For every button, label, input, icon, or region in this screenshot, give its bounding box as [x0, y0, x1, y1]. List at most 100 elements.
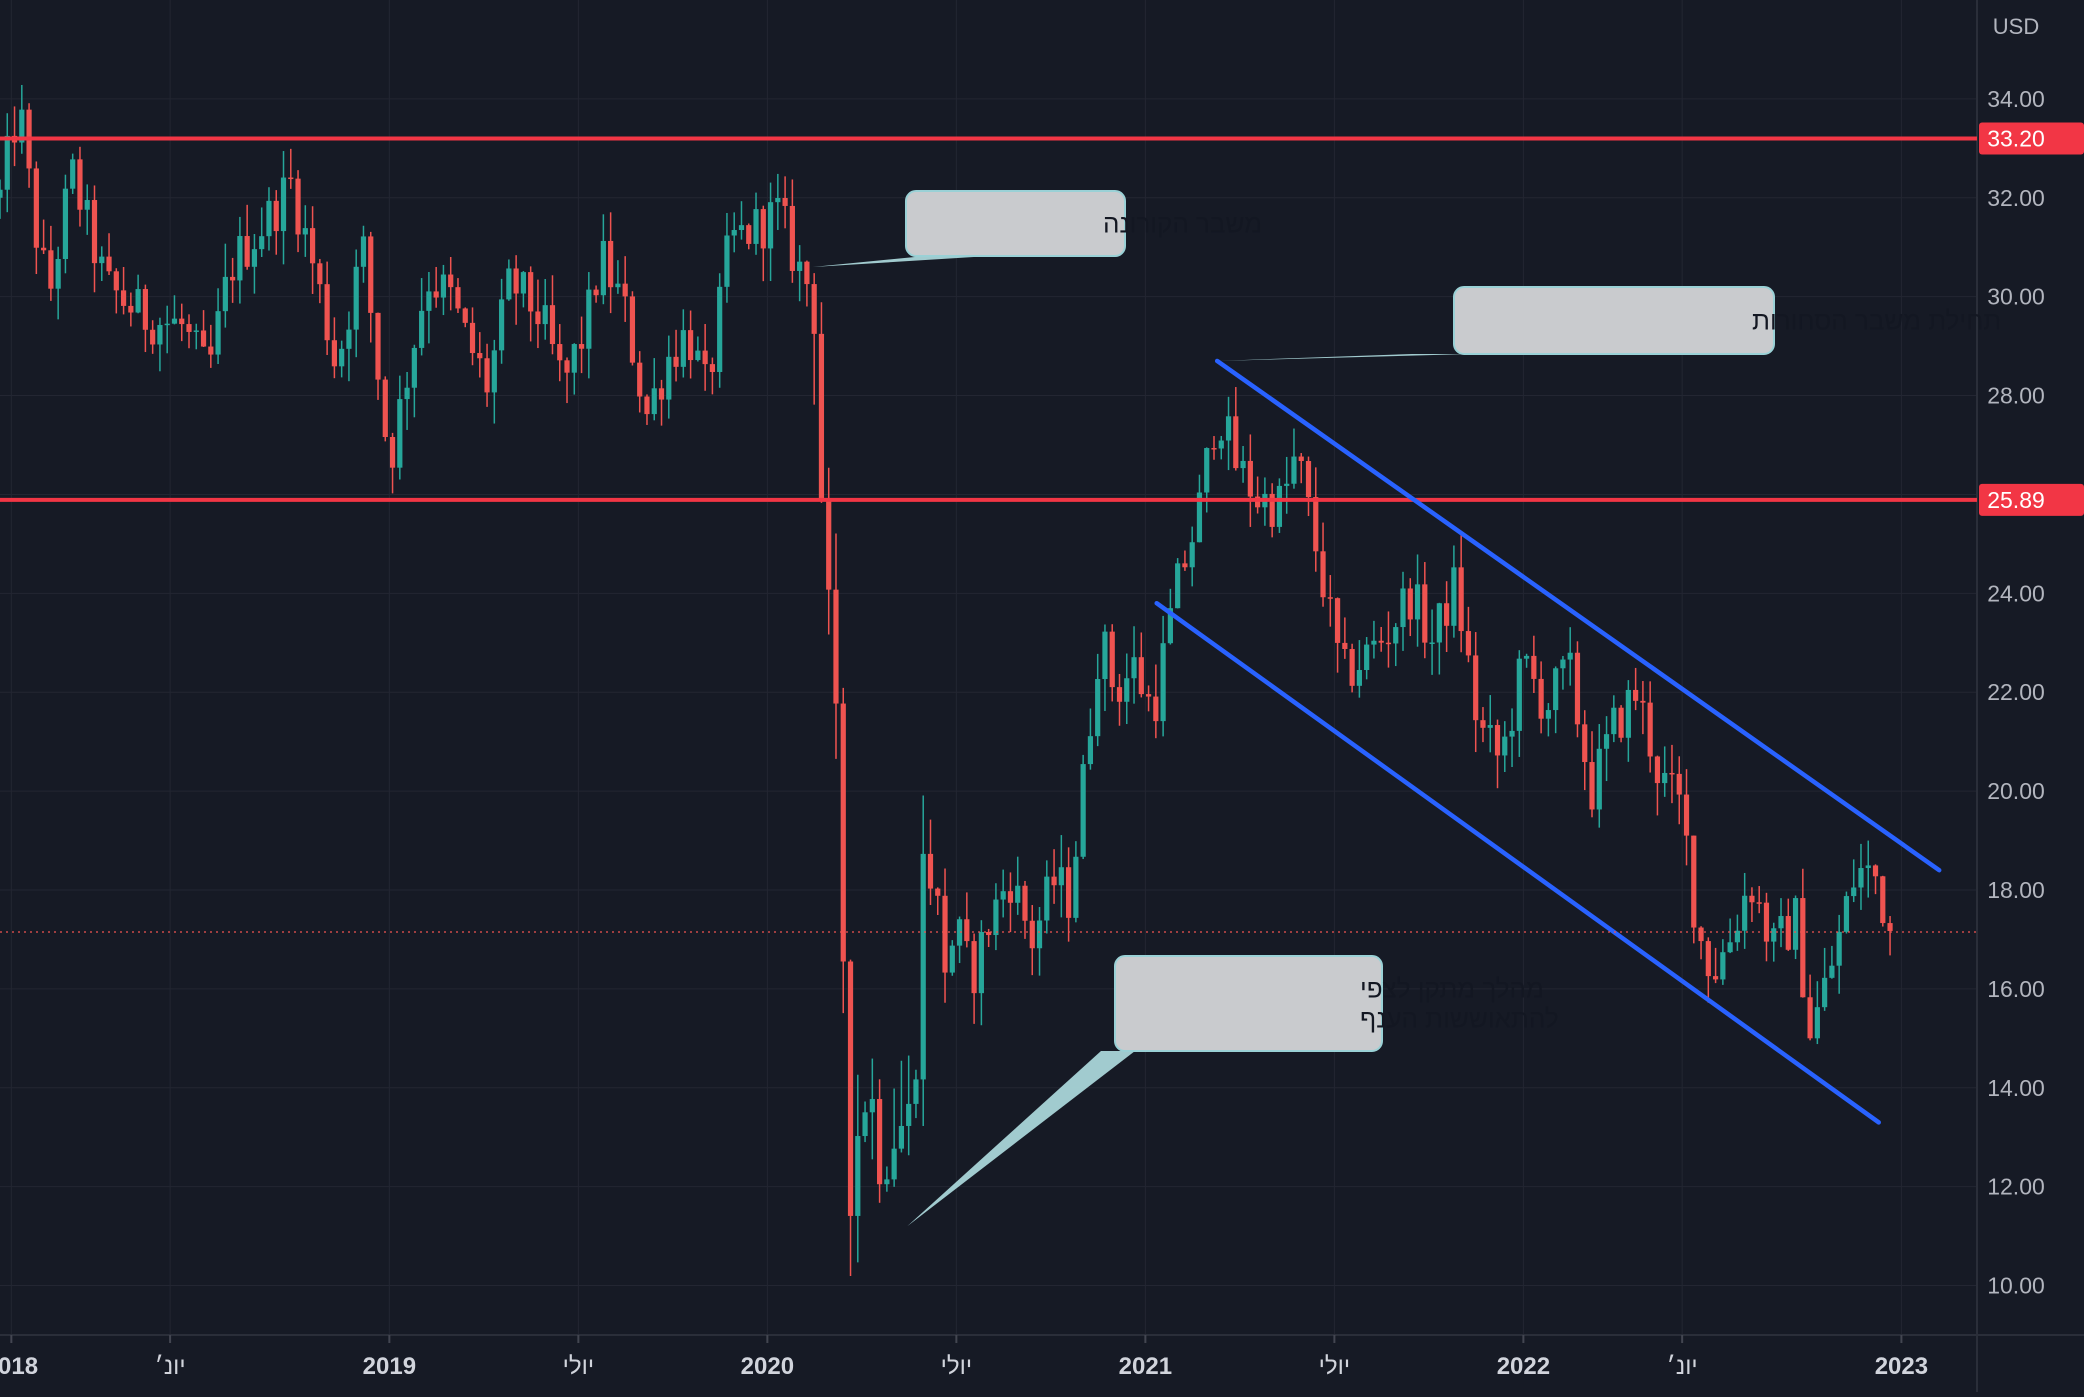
candle-body	[782, 197, 788, 206]
candle-body	[70, 159, 76, 189]
candle-body	[767, 202, 774, 249]
candle-body	[1596, 748, 1602, 810]
time-tick-label: 2020	[741, 1353, 794, 1380]
candle-body	[913, 1079, 919, 1104]
candle-body	[317, 263, 323, 285]
candle-body	[1734, 930, 1740, 943]
candle-body	[622, 283, 628, 297]
candle-body	[615, 283, 621, 288]
candle-body	[1429, 642, 1435, 644]
callout-box[interactable]	[1453, 286, 1775, 355]
candle-body	[1523, 655, 1530, 659]
candle-body	[1109, 631, 1115, 688]
candle-body	[1233, 416, 1239, 469]
candle-body	[1356, 670, 1362, 686]
candle-body	[302, 228, 308, 235]
candle-body	[1145, 694, 1152, 697]
candle-body	[927, 853, 934, 889]
candle-body	[1284, 483, 1290, 486]
candle-body	[1509, 730, 1515, 737]
candle-body	[1407, 588, 1413, 620]
candle-body	[1080, 764, 1086, 857]
candle-body	[1872, 865, 1879, 877]
candle-body	[142, 289, 148, 330]
candle-body	[978, 931, 984, 994]
candle-body	[1778, 916, 1784, 929]
candle-body	[818, 333, 825, 500]
candle-body	[709, 364, 716, 372]
candle-body	[1269, 493, 1275, 527]
candle-body	[179, 318, 185, 325]
candle-body	[1153, 696, 1159, 722]
candle-body	[1589, 762, 1595, 810]
level-price-badge	[1979, 483, 2084, 516]
candle-body	[1625, 689, 1631, 738]
candle-body	[1051, 876, 1057, 886]
candle-body	[1385, 642, 1392, 645]
callout-box[interactable]	[1114, 955, 1383, 1052]
candle-body	[1444, 603, 1450, 626]
candle-body	[637, 362, 643, 397]
price-tick-label: 22.00	[1987, 679, 2045, 705]
candle-body	[811, 284, 817, 334]
candle-body	[1822, 977, 1828, 1008]
candle-body	[1073, 856, 1079, 918]
candle-body	[1683, 794, 1690, 836]
candle-body	[84, 200, 90, 210]
callout-box[interactable]	[905, 190, 1126, 257]
candle-body	[1502, 736, 1508, 756]
candle-body	[1727, 942, 1733, 953]
candle-body	[586, 289, 592, 349]
candle-body	[237, 236, 243, 281]
candle-body	[949, 945, 955, 973]
candle-body	[1494, 725, 1501, 756]
candle-body	[862, 1112, 868, 1137]
candle-body	[491, 350, 497, 393]
time-tick-label: יונ׳	[155, 1353, 186, 1380]
candle-body	[1414, 584, 1421, 620]
support-resistance-levels: 33.20 25.89	[0, 122, 2084, 516]
candle-body	[789, 205, 795, 271]
candle-body	[41, 247, 47, 251]
candle-body	[1662, 772, 1668, 784]
candle-body	[1349, 649, 1355, 686]
candle-body	[702, 350, 708, 365]
candle-body	[389, 437, 396, 468]
candle-body	[1516, 658, 1522, 731]
candle-body	[644, 396, 650, 415]
candle-body	[658, 388, 665, 400]
candle-body	[1291, 456, 1297, 484]
candles	[0, 84, 1893, 1276]
candle-body	[251, 249, 258, 267]
candle-body	[935, 888, 941, 896]
candle-body	[1058, 867, 1064, 886]
candle-body	[1553, 668, 1559, 711]
candle-body	[600, 240, 606, 296]
candle-body	[1036, 920, 1043, 949]
trend-line[interactable]	[1154, 600, 1881, 1125]
candle-body	[1560, 659, 1566, 669]
candle-body	[1640, 700, 1646, 703]
trend-line[interactable]	[1214, 358, 1942, 873]
candle-body	[1465, 631, 1472, 656]
candle-body	[498, 299, 505, 351]
candle-body	[1647, 702, 1653, 757]
candle-body	[1320, 551, 1326, 598]
candle-body	[608, 240, 614, 288]
candle-body	[557, 344, 563, 361]
candle-body	[1204, 448, 1210, 493]
candle-body	[1669, 772, 1675, 775]
candle-body	[62, 188, 69, 259]
candle-body	[1313, 497, 1319, 552]
callout-pointer	[907, 1051, 1135, 1227]
candle-body	[200, 330, 207, 347]
candle-body	[956, 919, 963, 946]
candle-body	[1044, 876, 1050, 921]
candle-body	[462, 308, 468, 323]
callout-pointer	[1217, 354, 1470, 361]
candle-body	[0, 189, 3, 198]
price-tick-label: 20.00	[1987, 778, 2045, 804]
candle-body	[230, 276, 236, 281]
